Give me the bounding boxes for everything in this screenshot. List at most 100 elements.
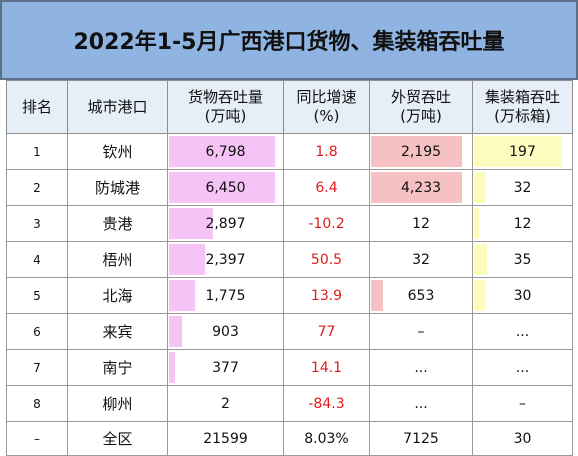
total-rank-cell: – xyxy=(6,421,68,456)
container-cell-value: 30 xyxy=(513,287,532,304)
cargo-cell: 6,798 xyxy=(167,133,284,170)
city-cell-value: 南宁 xyxy=(102,359,133,377)
rank-cell: 2 xyxy=(6,169,68,206)
city-cell-value: 来宾 xyxy=(102,323,133,341)
yoy-cell: 1.8 xyxy=(283,133,370,170)
yoy-cell: 77 xyxy=(283,313,370,350)
container-cell-value: – xyxy=(519,395,526,412)
title-bar: 2022年1-5月广西港口货物、集装箱吞吐量 xyxy=(0,0,578,80)
total-row: – 全区 21599 8.03% 7125 30 xyxy=(6,421,573,456)
city-cell: 梧州 xyxy=(67,241,168,278)
yoy-cell-value: 14.1 xyxy=(310,359,343,376)
foreign-cell: 32 xyxy=(369,241,473,278)
total-city-cell: 全区 xyxy=(67,421,168,456)
header-cargo: 货物吞吐量 (万吨) xyxy=(167,80,284,134)
total-foreign-cell-value: 7125 xyxy=(403,430,439,447)
foreign-cell-value: 653 xyxy=(407,287,435,304)
foreign-cell-bar xyxy=(371,280,384,311)
city-cell: 南宁 xyxy=(67,349,168,386)
container-cell: – xyxy=(472,385,573,422)
cargo-cell: 2 xyxy=(167,385,284,422)
container-cell: ... xyxy=(472,349,573,386)
table-title: 2022年1-5月广西港口货物、集装箱吞吐量 xyxy=(73,30,505,55)
foreign-cell-value: 12 xyxy=(412,215,430,232)
cargo-cell: 1,775 xyxy=(167,277,284,314)
container-cell-value: 35 xyxy=(513,251,532,268)
yoy-cell: 13.9 xyxy=(283,277,370,314)
yoy-cell: 14.1 xyxy=(283,349,370,386)
total-yoy-cell-value: 8.03% xyxy=(304,430,349,447)
header-city: 城市港口 xyxy=(67,80,168,134)
cargo-cell-value: 1,775 xyxy=(205,287,246,304)
city-cell-value: 贵港 xyxy=(102,215,133,233)
city-cell: 柳州 xyxy=(67,385,168,422)
rank-cell-value: 8 xyxy=(33,396,41,411)
foreign-cell-bar xyxy=(371,136,462,167)
yoy-cell-value: -10.2 xyxy=(308,215,345,232)
rank-cell: 7 xyxy=(6,349,68,386)
foreign-cell: 653 xyxy=(369,277,473,314)
cargo-cell-value: 903 xyxy=(212,323,239,340)
rank-cell-value: 7 xyxy=(33,360,41,375)
rank-cell: 3 xyxy=(6,205,68,242)
foreign-cell-value: ... xyxy=(414,359,428,376)
container-cell-bar xyxy=(474,280,485,311)
city-cell: 防城港 xyxy=(67,169,168,206)
cargo-cell-bar xyxy=(169,172,275,203)
foreign-cell-value: 2,195 xyxy=(400,143,442,160)
header-foreign: 外贸吞吐 (万吨) xyxy=(369,80,473,134)
cargo-cell-bar xyxy=(169,280,196,311)
foreign-cell: ... xyxy=(369,385,473,422)
cargo-cell-value: 2 xyxy=(221,395,230,412)
city-cell: 贵港 xyxy=(67,205,168,242)
cargo-cell-bar xyxy=(169,244,205,275)
yoy-cell-value: 13.9 xyxy=(310,287,343,304)
cargo-cell-value: 6,450 xyxy=(205,179,246,196)
foreign-cell-value: 32 xyxy=(412,251,430,268)
container-cell: 197 xyxy=(472,133,573,170)
city-cell-value: 防城港 xyxy=(94,179,140,197)
total-container-cell-value: 30 xyxy=(513,430,532,447)
cargo-cell-bar xyxy=(169,136,275,167)
rank-cell-value: 5 xyxy=(33,288,41,303)
yoy-cell: 50.5 xyxy=(283,241,370,278)
table-row: 4 梧州 2,397 50.5 32 35 xyxy=(6,241,573,278)
container-cell-bar xyxy=(474,136,563,167)
port-throughput-table: 排名 城市港口 货物吞吐量 (万吨) 同比增速 (%) 外贸吞吐 (万吨) 集装箱吞吐… xyxy=(6,80,573,456)
rank-cell: 5 xyxy=(6,277,68,314)
cargo-cell: 6,450 xyxy=(167,169,284,206)
cargo-cell-value: 6,798 xyxy=(205,143,246,160)
yoy-cell-value: 1.8 xyxy=(315,143,338,160)
total-container-cell: 30 xyxy=(472,421,573,456)
cargo-cell-value: 2,897 xyxy=(205,215,246,232)
rank-cell-value: 6 xyxy=(33,324,41,339)
rank-cell: 1 xyxy=(6,133,68,170)
yoy-cell: -10.2 xyxy=(283,205,370,242)
total-yoy-cell: 8.03% xyxy=(283,421,370,456)
foreign-cell: 4,233 xyxy=(369,169,473,206)
cargo-cell-bar xyxy=(169,352,175,383)
foreign-cell: 12 xyxy=(369,205,473,242)
yoy-cell-value: 77 xyxy=(317,323,336,340)
container-cell-bar xyxy=(474,244,487,275)
container-cell: ... xyxy=(472,313,573,350)
total-city-cell-value: 全区 xyxy=(102,430,133,448)
container-cell-value: 12 xyxy=(513,215,532,232)
city-cell: 钦州 xyxy=(67,133,168,170)
cargo-cell-bar xyxy=(169,316,182,347)
table-row: 6 来宾 903 77 –... xyxy=(6,313,573,350)
cargo-cell-value: 377 xyxy=(212,359,239,376)
cargo-cell-bar xyxy=(169,208,213,239)
cargo-cell: 377 xyxy=(167,349,284,386)
yoy-cell: 6.4 xyxy=(283,169,370,206)
cargo-cell: 903 xyxy=(167,313,284,350)
rank-cell-value: 3 xyxy=(33,216,41,231)
foreign-cell: ... xyxy=(369,349,473,386)
total-cargo-cell-value: 21599 xyxy=(203,430,248,447)
cargo-cell: 2,897 xyxy=(167,205,284,242)
container-cell: 32 xyxy=(472,169,573,206)
yoy-cell-value: 50.5 xyxy=(310,251,343,268)
container-cell-bar xyxy=(474,208,479,239)
container-cell-value: ... xyxy=(515,323,530,340)
total-cargo-cell: 21599 xyxy=(167,421,284,456)
